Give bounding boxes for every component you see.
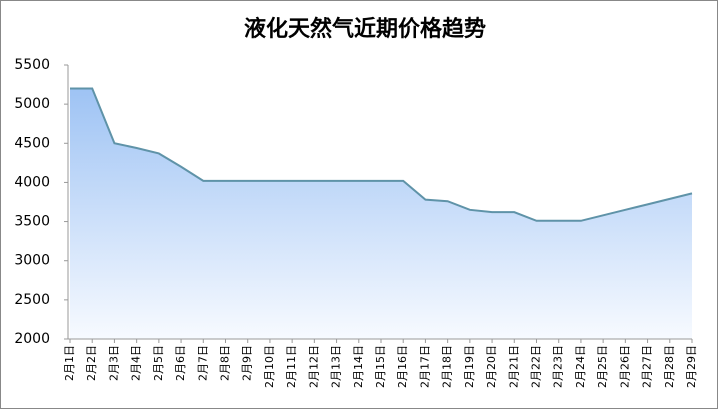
y-tick-label: 2000 <box>14 331 50 347</box>
x-tick-label: 2月24日 <box>574 345 587 388</box>
x-tick-label: 2月28日 <box>663 345 676 388</box>
y-tick-label: 5500 <box>14 57 50 73</box>
x-tick-label: 2月14日 <box>352 345 365 388</box>
x-tick-label: 2月20日 <box>485 345 498 388</box>
x-tick-label: 2月23日 <box>552 345 565 388</box>
y-tick-label: 2500 <box>14 292 50 308</box>
x-tick-label: 2月29日 <box>685 345 698 388</box>
x-tick-label: 2月17日 <box>418 345 431 388</box>
x-tick-label: 2月22日 <box>530 345 543 388</box>
x-tick-label: 2月12日 <box>307 345 320 388</box>
x-tick-label: 2月1日 <box>63 345 76 381</box>
x-tick-label: 2月25日 <box>596 345 609 388</box>
x-tick-label: 2月21日 <box>507 345 520 388</box>
x-tick-label: 2月18日 <box>441 345 454 388</box>
x-tick-label: 2月11日 <box>285 345 298 388</box>
x-tick-label: 2月6日 <box>174 345 187 381</box>
x-tick-label: 2月10日 <box>263 345 276 388</box>
area <box>70 88 692 339</box>
x-tick-label: 2月27日 <box>641 345 654 388</box>
y-tick-label: 3500 <box>14 214 50 230</box>
x-tick-label: 2月7日 <box>196 345 209 381</box>
y-tick-label: 4000 <box>14 174 50 190</box>
chart-title: 液化天然气近期价格趋势 <box>244 16 486 42</box>
x-tick-label: 2月15日 <box>374 345 387 388</box>
x-tick-label: 2月8日 <box>219 345 232 381</box>
x-tick-label: 2月16日 <box>396 345 409 388</box>
line <box>70 87 693 222</box>
x-tick-label: 2月2日 <box>85 345 98 381</box>
x-tick-label: 2月5日 <box>152 345 165 381</box>
y-tick-label: 5000 <box>14 96 50 112</box>
x-tick-label: 2月9日 <box>241 345 254 381</box>
x-tick-label: 2月19日 <box>463 345 476 388</box>
x-tick-label: 2月13日 <box>330 345 343 388</box>
x-tick-label: 2月26日 <box>618 345 631 388</box>
y-tick-label: 3000 <box>14 253 50 269</box>
x-tick-label: 2月4日 <box>130 345 143 381</box>
x-tick-label: 2月3日 <box>107 345 120 381</box>
y-tick-label: 4500 <box>14 135 50 151</box>
